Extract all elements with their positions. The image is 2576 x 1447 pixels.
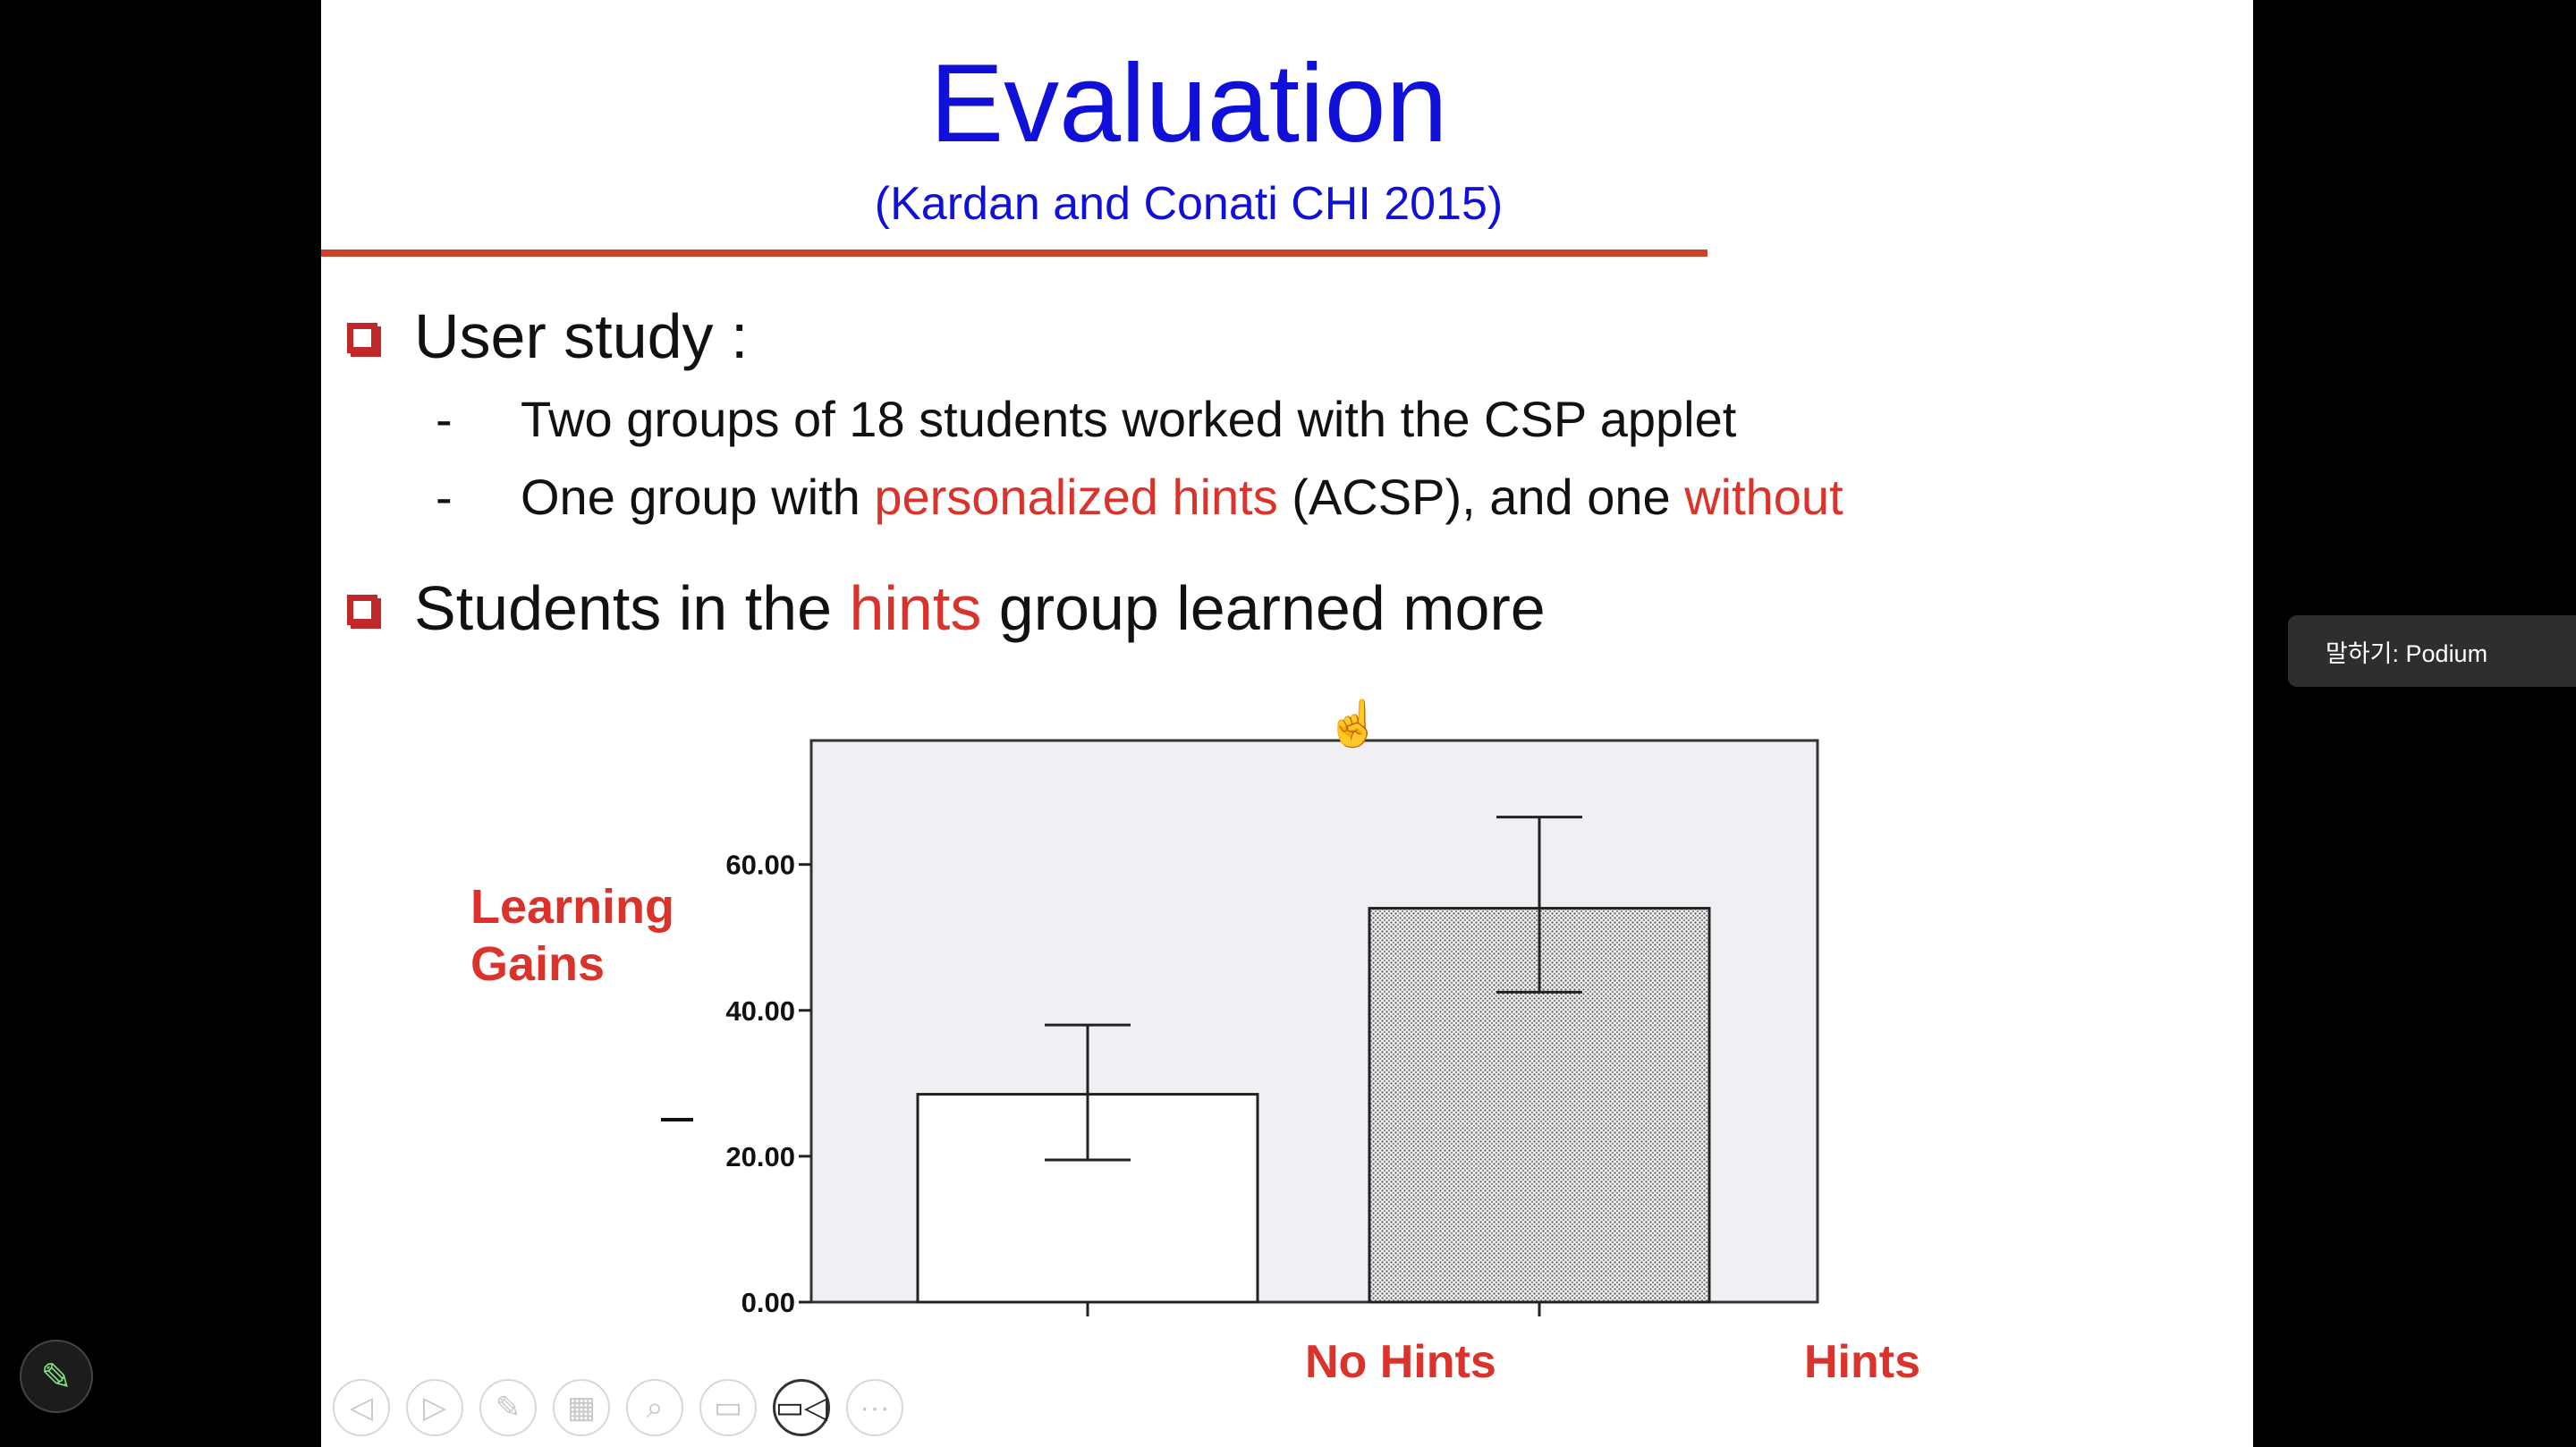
bullet-square-icon <box>347 323 377 353</box>
bullet-square-icon <box>347 595 377 625</box>
y-tick-label: 20.00 <box>725 1141 795 1172</box>
sub-bullet-dash: - <box>436 391 453 447</box>
y-tick-label: 60.00 <box>725 850 795 881</box>
sub-bullet-two-groups: - Two groups of 18 students worked with t… <box>436 390 1736 448</box>
bullet-students-learned: Students in the hints group learned more <box>414 572 1546 644</box>
bullet-user-study: User study : <box>414 301 749 371</box>
highlight-personalized-hints: personalized hints <box>874 469 1278 525</box>
presentation-toolbar: ◁ ▷ ✎ ▦ ⌕ ▭ ▭◁ ··· <box>333 1379 903 1440</box>
highlight-without: without <box>1684 469 1843 525</box>
slides-icon[interactable]: ▦ <box>553 1379 610 1436</box>
y-tick-label: 40.00 <box>725 995 795 1027</box>
podium-speaking-indicator: 말하기: Podium <box>2288 615 2576 687</box>
title-rule <box>321 250 1707 257</box>
sub-bullet-text: Two groups of 18 students worked with th… <box>521 391 1737 447</box>
subtitles-icon[interactable]: ▭ <box>699 1379 757 1436</box>
next-icon[interactable]: ▷ <box>406 1379 463 1436</box>
sub-bullet-dash: - <box>436 469 453 525</box>
y-label-dash <box>661 1118 693 1121</box>
hand-cursor-icon: ☝ <box>1326 698 1382 749</box>
prev-icon[interactable]: ◁ <box>333 1379 390 1436</box>
x-tick-hints: Hints <box>1804 1336 1920 1388</box>
bullet-text: Students in the <box>414 573 850 643</box>
zoom-icon[interactable]: ⌕ <box>626 1379 683 1436</box>
highlight-hints: hints <box>849 573 982 643</box>
pen-tool-icon[interactable]: ✎ <box>20 1340 93 1413</box>
bullet-text: group learned more <box>981 573 1546 643</box>
sub-bullet-text: (ACSP), and one <box>1277 469 1685 525</box>
y-tick-label: 0.00 <box>741 1287 795 1318</box>
more-icon[interactable]: ··· <box>846 1379 903 1436</box>
camera-icon[interactable]: ▭◁ <box>773 1379 830 1436</box>
slide-title: Evaluation <box>929 42 1448 165</box>
bar-chart: 0.00 20.00 40.00 60.00 <box>725 739 1819 1318</box>
pen-icon[interactable]: ✎ <box>479 1379 537 1436</box>
x-tick-no-hints: No Hints <box>1305 1336 1496 1388</box>
chart-y-label: Learning Gains <box>470 880 675 991</box>
sub-bullet-one-group: - One group with personalized hints (ACSP… <box>436 468 1843 526</box>
sub-bullet-text: One group with <box>521 469 875 525</box>
slide-subtitle: (Kardan and Conati CHI 2015) <box>874 178 1504 230</box>
slide: Evaluation (Kardan and Conati CHI 2015) … <box>321 0 2253 1447</box>
